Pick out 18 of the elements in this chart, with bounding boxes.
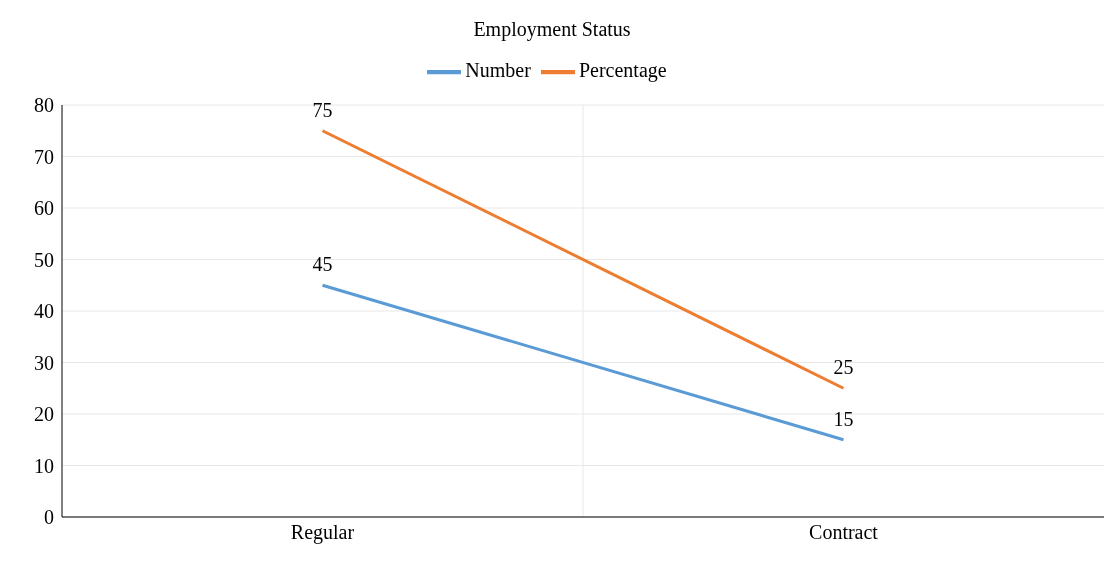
x-tick-label: Regular <box>290 521 355 545</box>
chart-title: Employment Status <box>472 18 632 41</box>
y-tick-label: 60 <box>34 197 54 220</box>
data-label: 25 <box>833 356 854 379</box>
y-tick-label: 50 <box>34 248 54 271</box>
y-tick-label: 30 <box>34 351 54 374</box>
y-tick-label: 40 <box>34 300 54 323</box>
data-label: 45 <box>312 253 333 276</box>
y-tick-label: 70 <box>34 145 54 168</box>
legend-label: Percentage <box>578 58 667 81</box>
y-tick-label: 0 <box>44 506 54 529</box>
x-tick-label: Contract <box>809 521 879 544</box>
legend-label: Number <box>465 58 531 81</box>
y-tick-label: 80 <box>34 94 54 117</box>
y-tick-label: 10 <box>34 454 54 477</box>
data-label: 15 <box>833 407 854 430</box>
data-label: 75 <box>312 98 333 121</box>
y-tick-label: 20 <box>34 403 54 426</box>
